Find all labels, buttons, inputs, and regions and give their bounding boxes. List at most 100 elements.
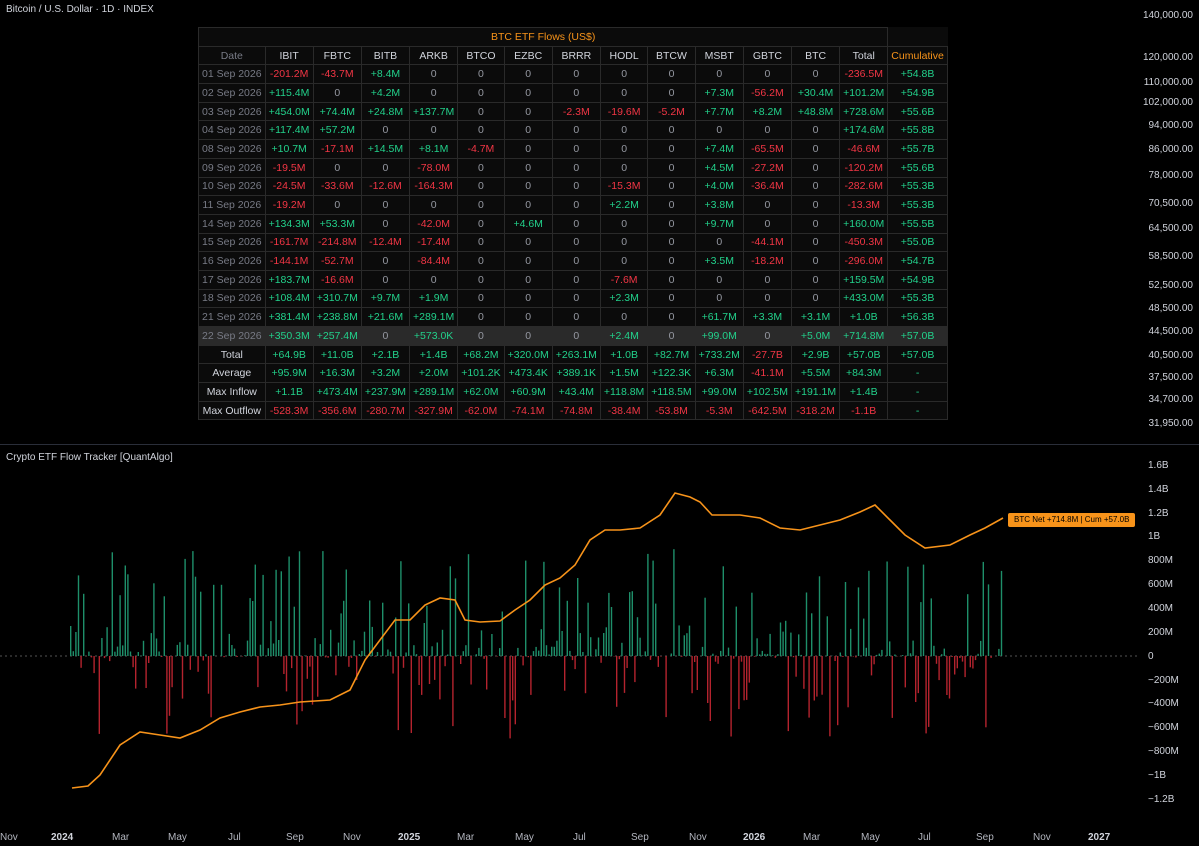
pane-divider[interactable]: [0, 444, 1199, 445]
flow-cell: 0: [742, 269, 792, 290]
outflow-bar: [709, 656, 711, 721]
outflow-bar: [410, 656, 412, 733]
flow-cell: 0: [647, 64, 696, 85]
flow-cell: 0: [742, 120, 792, 141]
flow-cell: +7.4M: [694, 139, 744, 159]
flow-cell: 0: [503, 64, 553, 85]
inflow-bar: [790, 632, 792, 656]
summary-cell: -318.2M: [790, 400, 841, 421]
time-tick: Mar: [457, 832, 475, 843]
inflow-bar: [766, 653, 769, 656]
summary-cell: +95.9M: [264, 363, 314, 384]
outflow-bar: [829, 656, 831, 737]
flow-cell: +8.4M: [360, 64, 411, 85]
inflow-bar: [447, 654, 449, 656]
flow-cell: +4.5M: [694, 157, 744, 178]
flow-cell: 0: [503, 288, 553, 309]
flow-cell: -56.2M: [742, 83, 792, 103]
flow-cell: +728.6M: [839, 101, 889, 122]
inflow-bar: [213, 584, 215, 656]
flow-cell: -17.4M: [409, 232, 459, 253]
outflow-bar: [392, 656, 394, 674]
indicator-tick: 1.4B: [1148, 484, 1169, 495]
flow-cell: +7.3M: [694, 83, 744, 103]
inflow-bar: [561, 631, 563, 656]
row-date: 09 Sep 2026: [198, 157, 266, 178]
inflow-bar: [465, 645, 467, 656]
flow-cell: +433.0M: [839, 288, 889, 309]
flow-cell: 0: [647, 213, 696, 234]
flow-cell: -36.4M: [742, 176, 792, 197]
flow-cell: 0: [742, 326, 792, 346]
outflow-bar: [483, 656, 485, 659]
flow-cell: 0: [599, 157, 649, 178]
inflow-bar: [639, 637, 641, 656]
outflow-bar: [855, 656, 857, 658]
indicator-tick: 1.2B: [1148, 508, 1169, 519]
outflow-bar: [956, 656, 958, 669]
flow-cell: +24.8M: [360, 101, 411, 122]
indicator-plot: [0, 492, 1140, 789]
outflow-bar: [753, 656, 756, 657]
flow-cell: 0: [503, 195, 553, 215]
flow-cell: -201.2M: [264, 64, 314, 85]
flow-cell: +2.3M: [599, 288, 649, 309]
inflow-bar: [278, 640, 280, 656]
flow-cell: 0: [599, 83, 649, 103]
flow-cell: 0: [742, 64, 792, 85]
outflow-bar: [574, 656, 576, 670]
outflow-bar: [514, 656, 516, 725]
flow-cell: +134.3M: [264, 213, 314, 234]
summary-cell: +62.0M: [457, 382, 505, 402]
flow-cell: +55.3B: [887, 288, 948, 309]
inflow-bar: [642, 655, 644, 656]
flow-cell: +53.3M: [312, 213, 362, 234]
table-row: 02 Sep 2026 +115.4M 0 +4.2M 0 0 0 0 0 0 +7.3M -56.2…: [198, 83, 948, 103]
outflow-bar: [917, 656, 919, 694]
inflow-bar: [798, 634, 800, 656]
inflow-bar: [205, 654, 207, 656]
flow-cell: -16.6M: [312, 269, 362, 290]
table-row: 15 Sep 2026 -161.7M -214.8M -12.4M -17.4M 0 0 0…: [198, 232, 948, 253]
flow-cell: +3.8M: [694, 195, 744, 215]
outflow-bar: [634, 656, 636, 683]
summary-row: Total +64.9B +11.0B +2.1B +1.4B +68.2M +320.0M…: [198, 344, 948, 365]
flow-cell: +57.0B: [887, 326, 948, 346]
time-tick: 2026: [743, 832, 766, 843]
inflow-bar: [275, 569, 277, 656]
inflow-bar: [629, 592, 631, 656]
flow-cell: +350.3M: [264, 326, 314, 346]
column-header: ARKB: [409, 45, 459, 66]
price-axis[interactable]: 140,000.00 120,000.00 110,000.00 102,000.00…: [1133, 0, 1193, 440]
flow-cell: +101.2M: [839, 83, 889, 103]
indicator-title[interactable]: Crypto ETF Flow Tracker [QuantAlgo]: [6, 452, 173, 463]
inflow-bar: [330, 629, 332, 656]
indicator-tick: −1.2B: [1148, 794, 1175, 805]
inflow-bar: [400, 561, 402, 656]
flow-cell: 0: [360, 213, 411, 234]
inflow-bar: [413, 645, 415, 656]
inflow-bar: [376, 652, 379, 656]
summary-cell: +389.1K: [551, 363, 601, 384]
inflow-bar: [249, 598, 251, 656]
outflow-bar: [145, 656, 147, 688]
flow-cell: +55.0B: [887, 232, 948, 253]
inflow-bar: [353, 640, 355, 656]
inflow-bar: [683, 635, 685, 656]
outflow-bar: [746, 656, 748, 700]
inflow-bar: [673, 549, 675, 656]
inflow-bar: [267, 648, 269, 656]
inflow-bar: [912, 640, 914, 656]
inflow-bar: [670, 653, 672, 656]
inflow-bar: [608, 592, 610, 656]
outflow-bar: [166, 656, 168, 734]
inflow-bar: [582, 652, 584, 656]
inflow-bar: [850, 628, 852, 656]
inflow-bar: [124, 565, 126, 656]
flow-cell: +238.8M: [312, 307, 362, 327]
inflow-bar: [319, 644, 321, 656]
outflow-bar: [444, 656, 446, 667]
flow-cell: -4.7M: [457, 139, 505, 159]
inflow-bar: [800, 654, 802, 656]
column-header: BTCW: [647, 45, 696, 66]
